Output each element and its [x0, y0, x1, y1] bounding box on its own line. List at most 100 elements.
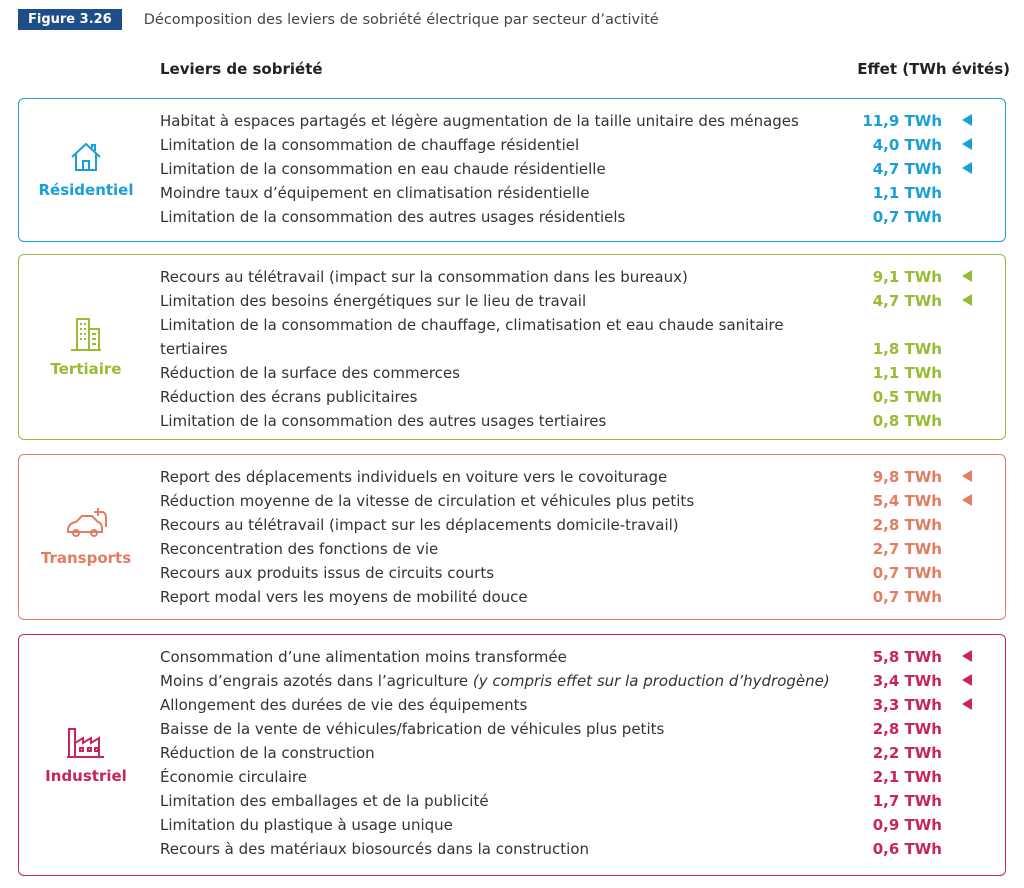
rows: Habitat à espaces partagés et légère aug…: [160, 109, 980, 229]
row: Réduction moyenne de la vitesse de circu…: [160, 489, 980, 513]
lever-text: Moins d’engrais azotés dans l’agricultur…: [160, 672, 830, 690]
effect-value: 1,7 TWh: [872, 792, 942, 810]
marker-arrow: [962, 698, 972, 710]
lever-text: Recours aux produits issus de circuits c…: [160, 564, 495, 582]
section-label: Résidentiel: [19, 99, 153, 241]
lever-text: Reconcentration des fonctions de vie: [160, 540, 439, 558]
rows: Consommation d’une alimentation moins tr…: [160, 645, 980, 861]
rows: Recours au télétravail (impact sur la co…: [160, 265, 980, 433]
lever-text: Limitation de la consommation des autres…: [160, 412, 607, 430]
lever-text: Réduction des écrans publicitaires: [160, 388, 418, 406]
section-icon: [69, 316, 103, 356]
row: Limitation du plastique à usage unique 0,…: [160, 813, 980, 837]
section-box: Industriel Consommation d’une alimentatio…: [18, 634, 1006, 876]
row: Reconcentration des fonctions de vie 2,7 …: [160, 537, 980, 561]
row: Allongement des durées de vie des équipe…: [160, 693, 980, 717]
figure-label: Figure 3.26: [18, 9, 122, 30]
row: Limitation de la consommation des autres…: [160, 205, 980, 229]
lever-text: Limitation de la consommation de chauffa…: [160, 316, 784, 358]
lever-text: Réduction de la surface des commerces: [160, 364, 460, 382]
effect-value: 9,1 TWh: [872, 268, 942, 286]
effect-value: 0,5 TWh: [872, 388, 942, 406]
effect-value: 5,4 TWh: [872, 492, 942, 510]
row: Limitation de la consommation de chauffa…: [160, 313, 980, 361]
effect-value: 1,1 TWh: [872, 184, 942, 202]
effect-value: 2,2 TWh: [872, 744, 942, 762]
lever-text: Limitation de la consommation des autres…: [160, 208, 626, 226]
lever-text: Limitation des emballages et de la publi…: [160, 792, 489, 810]
section-label: Industriel: [19, 635, 153, 875]
row: Habitat à espaces partagés et légère aug…: [160, 109, 980, 133]
row: Recours aux produits issus de circuits c…: [160, 561, 980, 585]
marker-arrow: [962, 470, 972, 482]
section-icon: [64, 507, 108, 545]
section-name: Industriel: [45, 767, 127, 785]
lever-note: (y compris effet sur la production d’hyd…: [472, 672, 830, 690]
row: Consommation d’une alimentation moins tr…: [160, 645, 980, 669]
lever-text: Limitation du plastique à usage unique: [160, 816, 453, 834]
section-label: Tertiaire: [19, 255, 153, 439]
effect-value: 2,1 TWh: [872, 768, 942, 786]
lever-text: Recours à des matériaux biosourcés dans …: [160, 840, 590, 858]
section-icon: [66, 725, 106, 763]
row: Limitation de la consommation de chauffa…: [160, 133, 980, 157]
effect-value: 0,7 TWh: [872, 564, 942, 582]
section-icon: [69, 141, 103, 177]
marker-arrow: [962, 294, 972, 306]
section-box: Transports Report des déplacements indivi…: [18, 454, 1006, 620]
effect-value: 0,7 TWh: [872, 588, 942, 606]
row: Recours à des matériaux biosourcés dans …: [160, 837, 980, 861]
lever-text: Recours au télétravail (impact sur la co…: [160, 268, 688, 286]
effect-value: 11,9 TWh: [862, 112, 942, 130]
lever-text: Limitation de la consommation de chauffa…: [160, 136, 580, 154]
lever-text: Report modal vers les moyens de mobilité…: [160, 588, 528, 606]
row: Économie circulaire 2,1 TWh: [160, 765, 980, 789]
row: Recours au télétravail (impact sur la co…: [160, 265, 980, 289]
section-name: Transports: [40, 549, 132, 567]
marker-arrow: [962, 162, 972, 174]
lever-text: Réduction de la construction: [160, 744, 375, 762]
effect-value: 0,7 TWh: [872, 208, 942, 226]
row: Réduction des écrans publicitaires 0,5 TW…: [160, 385, 980, 409]
row: Limitation de la consommation des autres…: [160, 409, 980, 433]
lever-text: Report des déplacements individuels en v…: [160, 468, 668, 486]
effect-value: 5,8 TWh: [872, 648, 942, 666]
effect-value: 2,8 TWh: [872, 720, 942, 738]
effect-value: 2,7 TWh: [872, 540, 942, 558]
row: Moindre taux d’équipement en climatisati…: [160, 181, 980, 205]
row: Réduction de la construction 2,2 TWh: [160, 741, 980, 765]
row: Limitation des emballages et de la publi…: [160, 789, 980, 813]
effect-value: 4,0 TWh: [872, 136, 942, 154]
section-box: Résidentiel Habitat à espaces partagés et…: [18, 98, 1006, 242]
effect-value: 1,8 TWh: [872, 340, 942, 358]
lever-text: Économie circulaire: [160, 768, 307, 786]
row: Limitation de la consommation en eau cha…: [160, 157, 980, 181]
effect-value: 0,6 TWh: [872, 840, 942, 858]
row: Limitation des besoins énergétiques sur …: [160, 289, 980, 313]
row: Baisse de la vente de véhicules/fabricat…: [160, 717, 980, 741]
effect-header: Effet (TWh évités): [857, 60, 1010, 78]
effect-value: 1,1 TWh: [872, 364, 942, 382]
lever-text: Habitat à espaces partagés et légère aug…: [160, 112, 799, 130]
header: Figure 3.26 Décomposition des leviers de…: [18, 9, 659, 30]
figure-title: Décomposition des leviers de sobriété él…: [143, 11, 659, 28]
effect-value: 0,8 TWh: [872, 412, 942, 430]
section-name: Résidentiel: [38, 181, 134, 199]
effect-value: 0,9 TWh: [872, 816, 942, 834]
rows: Report des déplacements individuels en v…: [160, 465, 980, 609]
row: Moins d’engrais azotés dans l’agricultur…: [160, 669, 980, 693]
marker-arrow: [962, 270, 972, 282]
marker-arrow: [962, 494, 972, 506]
row: Report des déplacements individuels en v…: [160, 465, 980, 489]
lever-text: Moindre taux d’équipement en climatisati…: [160, 184, 590, 202]
row: Report modal vers les moyens de mobilité…: [160, 585, 980, 609]
section-box: Tertiaire Recours au télétravail (impact …: [18, 254, 1006, 440]
effect-value: 3,3 TWh: [872, 696, 942, 714]
lever-header: Leviers de sobriété: [160, 60, 323, 78]
section-name: Tertiaire: [50, 360, 122, 378]
marker-arrow: [962, 138, 972, 150]
effect-value: 4,7 TWh: [872, 292, 942, 310]
lever-text: Limitation des besoins énergétiques sur …: [160, 292, 587, 310]
lever-text: Consommation d’une alimentation moins tr…: [160, 648, 567, 666]
